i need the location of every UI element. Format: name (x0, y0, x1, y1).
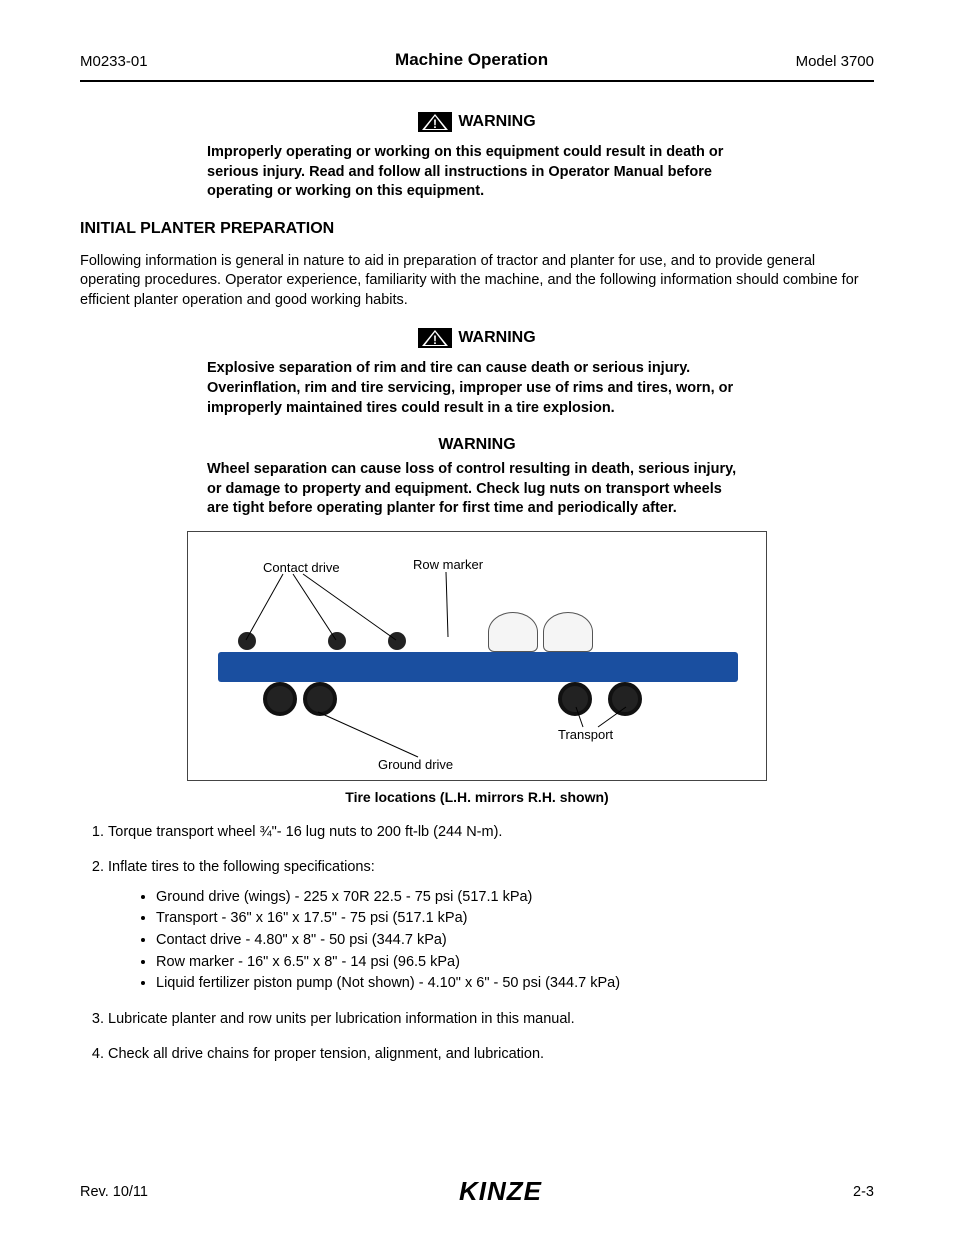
tire-spec-item: Liquid fertilizer piston pump (Not shown… (156, 974, 874, 994)
kinze-logo: KINZE (459, 1176, 542, 1207)
warning-text-1: Improperly operating or working on this … (207, 143, 747, 202)
warning-text-3: Wheel separation can cause loss of contr… (207, 460, 747, 519)
warning-text-2: Explosive separation of rim and tire can… (207, 359, 747, 418)
callout-leaders (188, 532, 766, 780)
intro-paragraph: Following information is general in natu… (80, 252, 874, 311)
warning-triangle-icon: ! (418, 328, 452, 348)
warning-title-2: ! WARNING (418, 328, 535, 348)
tire-spec-item: Transport - 36" x 16" x 17.5" - 75 psi (… (156, 909, 874, 929)
instruction-list: Torque transport wheel ¾"- 16 lug nuts t… (108, 823, 874, 1065)
warning-title-3: WARNING (438, 436, 515, 454)
header-model: Model 3700 (796, 53, 874, 70)
header-doc-id: M0233-01 (80, 53, 148, 70)
tire-spec-item: Ground drive (wings) - 225 x 70R 22.5 - … (156, 888, 874, 908)
footer-page-number: 2-3 (853, 1184, 874, 1200)
tire-spec-item: Row marker - 16" x 6.5" x 8" - 14 psi (9… (156, 953, 874, 973)
svg-text:!: ! (433, 117, 437, 131)
warning-label-1: WARNING (458, 113, 535, 131)
tire-locations-figure: Contact drive Row marker Ground drive Tr… (187, 531, 767, 781)
tire-spec-item: Contact drive - 4.80" x 8" - 50 psi (344… (156, 931, 874, 951)
instruction-item-4: Check all drive chains for proper tensio… (108, 1045, 874, 1065)
tire-spec-list: Ground drive (wings) - 225 x 70R 22.5 - … (156, 888, 874, 994)
header-title: Machine Operation (395, 50, 548, 70)
instruction-item-1: Torque transport wheel ¾"- 16 lug nuts t… (108, 823, 874, 843)
warning-block-3: WARNING Wheel separation can cause loss … (80, 436, 874, 519)
warning-label-2: WARNING (458, 329, 535, 347)
page-header: M0233-01 Machine Operation Model 3700 (80, 50, 874, 70)
svg-text:!: ! (433, 333, 437, 347)
instruction-item-2-text: Inflate tires to the following specifica… (108, 859, 375, 875)
section-title: INITIAL PLANTER PREPARATION (80, 220, 874, 238)
warning-label-3: WARNING (438, 436, 515, 454)
header-rule (80, 80, 874, 82)
page-footer: Rev. 10/11 KINZE 2-3 (80, 1176, 874, 1207)
instruction-item-3: Lubricate planter and row units per lubr… (108, 1010, 874, 1030)
instruction-item-2: Inflate tires to the following specifica… (108, 858, 874, 993)
figure-caption: Tire locations (L.H. mirrors R.H. shown) (80, 789, 874, 805)
warning-title-1: ! WARNING (418, 112, 535, 132)
footer-revision: Rev. 10/11 (80, 1184, 148, 1200)
warning-triangle-icon: ! (418, 112, 452, 132)
warning-block-2: ! WARNING Explosive separation of rim an… (80, 328, 874, 418)
warning-block-1: ! WARNING Improperly operating or workin… (80, 112, 874, 202)
